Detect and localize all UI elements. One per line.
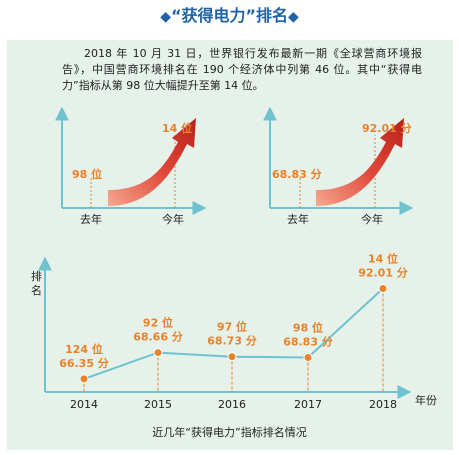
rise-arrow-icon: [108, 118, 196, 206]
title-text: “获得电力”排名: [170, 6, 289, 25]
diamond-left-icon: ◆: [160, 9, 171, 25]
x-tick-label: 2016: [218, 398, 246, 411]
data-label: 66.35 分: [59, 356, 109, 370]
data-point: [378, 284, 388, 293]
data-label: 124 位: [65, 342, 103, 356]
comparison-rank-xlabel-this: 今年: [162, 212, 184, 226]
rise-arrow-icon: [316, 118, 404, 206]
comparison-score-xlabel-this: 今年: [361, 212, 383, 226]
data-label: 98 位: [293, 321, 323, 335]
data-label: 68.73 分: [207, 334, 257, 348]
x-tick-label: 2017: [294, 398, 322, 411]
data-label: 14 位: [368, 252, 398, 266]
figure-caption: 近几年“获得电力”指标排名情况: [152, 426, 307, 439]
main-ylabel-char-2: 名: [31, 283, 42, 297]
ranking-line-chart: 排 名 年份 2014 2015 2016 2017 2018 124 位66.35 分…: [31, 252, 437, 412]
comparison-score: 68.83 分 92.01 分 去年 今年: [263, 106, 414, 226]
x-tick-label: 2015: [144, 398, 172, 411]
comparison-score-from: 68.83 分: [272, 167, 322, 181]
diamond-right-icon: ◆: [288, 9, 299, 25]
comparison-rank-to: 14 位: [162, 121, 192, 135]
data-label: 68.83 分: [283, 335, 333, 349]
data-label: 97 位: [217, 320, 247, 334]
x-tick-label: 2018: [369, 398, 397, 411]
comparison-rank-xlabel-last: 去年: [80, 212, 102, 226]
main-xlabel: 年份: [415, 393, 437, 407]
comparison-rank: 98 位 14 位 去年 今年: [55, 106, 207, 226]
data-label: 92 位: [143, 316, 173, 330]
comparison-score-xlabel-last: 去年: [287, 212, 309, 226]
data-point: [303, 353, 313, 362]
comparison-rank-from: 98 位: [72, 167, 102, 181]
main-ylabel-char-1: 排: [31, 269, 42, 283]
data-label: 68.66 分: [133, 330, 183, 344]
intro-paragraph: 2018 年 10 月 31 日，世界银行发布最新一期《全球营商环境报告》，中国…: [62, 47, 422, 92]
comparison-score-to: 92.01 分: [362, 121, 412, 135]
x-tick-label: 2014: [70, 398, 98, 411]
data-point: [153, 348, 163, 358]
data-point: [227, 352, 237, 362]
data-point: [79, 374, 89, 384]
page-title: ◆“获得电力”排名◆: [0, 6, 459, 27]
data-label: 92.01 分: [358, 266, 408, 280]
